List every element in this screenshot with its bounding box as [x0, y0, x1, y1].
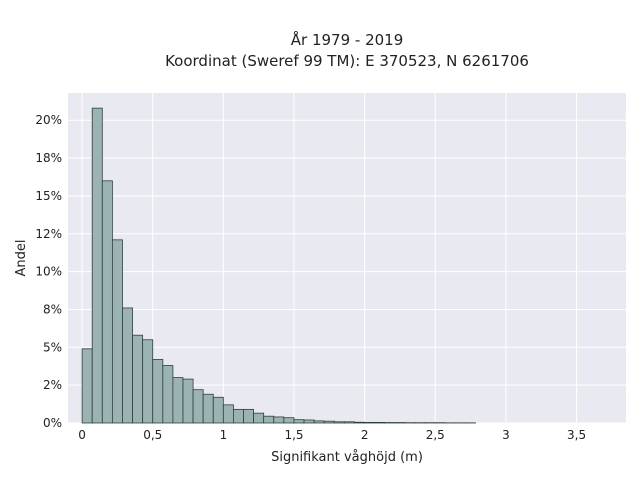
histogram-bar	[254, 413, 264, 423]
histogram-bar	[344, 422, 354, 423]
histogram-bar	[82, 349, 92, 423]
histogram-bar	[274, 417, 284, 423]
x-tick-label: 0,5	[143, 428, 162, 442]
x-tick-label: 0	[78, 428, 86, 442]
histogram-bar	[112, 240, 122, 423]
histogram-bar	[334, 422, 344, 423]
histogram-bar	[233, 409, 243, 423]
histogram-bar	[203, 394, 213, 423]
y-tick-label: 0%	[43, 416, 62, 430]
x-tick-label: 2	[361, 428, 369, 442]
chart-title-line2: Koordinat (Sweref 99 TM): E 370523, N 62…	[165, 52, 529, 70]
histogram-bar	[375, 422, 385, 423]
x-tick-label: 3	[502, 428, 510, 442]
histogram-bar	[173, 378, 183, 423]
x-tick-labels: 0 0,5 1 1,5 2 2,5 3 3,5	[78, 428, 586, 442]
histogram-bar	[324, 421, 334, 423]
histogram-bar	[365, 422, 375, 423]
y-tick-label: 8%	[43, 302, 62, 316]
histogram-bar	[284, 418, 294, 423]
histogram-bar	[163, 365, 173, 423]
histogram-bar	[122, 308, 132, 423]
histogram-bar	[264, 416, 274, 423]
histogram-bar	[314, 421, 324, 423]
y-tick-label: 20%	[35, 113, 62, 127]
y-tick-label: 15%	[35, 189, 62, 203]
y-tick-label: 2%	[43, 378, 62, 392]
histogram-bar	[294, 420, 304, 423]
histogram-bar	[304, 420, 314, 423]
y-tick-label: 10%	[35, 265, 62, 279]
histogram-bar	[133, 335, 143, 423]
histogram-bar	[193, 390, 203, 423]
histogram-bar	[213, 397, 223, 423]
histogram-bar	[153, 359, 163, 423]
x-tick-label: 3,5	[567, 428, 586, 442]
histogram-bar	[102, 181, 112, 423]
histogram-bar	[244, 409, 254, 423]
histogram-bar	[183, 379, 193, 423]
y-tick-labels: 0% 2% 5% 8% 10% 12% 15% 18% 20%	[35, 113, 62, 430]
y-axis-label: Andel	[14, 240, 29, 277]
y-tick-label: 5%	[43, 340, 62, 354]
histogram-bar	[143, 340, 153, 423]
y-tick-label: 12%	[35, 227, 62, 241]
x-tick-label: 1	[220, 428, 228, 442]
x-tick-label: 1,5	[284, 428, 303, 442]
y-tick-label: 18%	[35, 151, 62, 165]
histogram-bar	[223, 405, 233, 423]
chart-title-line1: År 1979 - 2019	[291, 30, 404, 49]
histogram-bar	[92, 108, 102, 423]
x-axis-label: Signifikant våghöjd (m)	[271, 450, 423, 465]
x-tick-label: 2,5	[426, 428, 445, 442]
histogram-bar	[354, 422, 364, 423]
